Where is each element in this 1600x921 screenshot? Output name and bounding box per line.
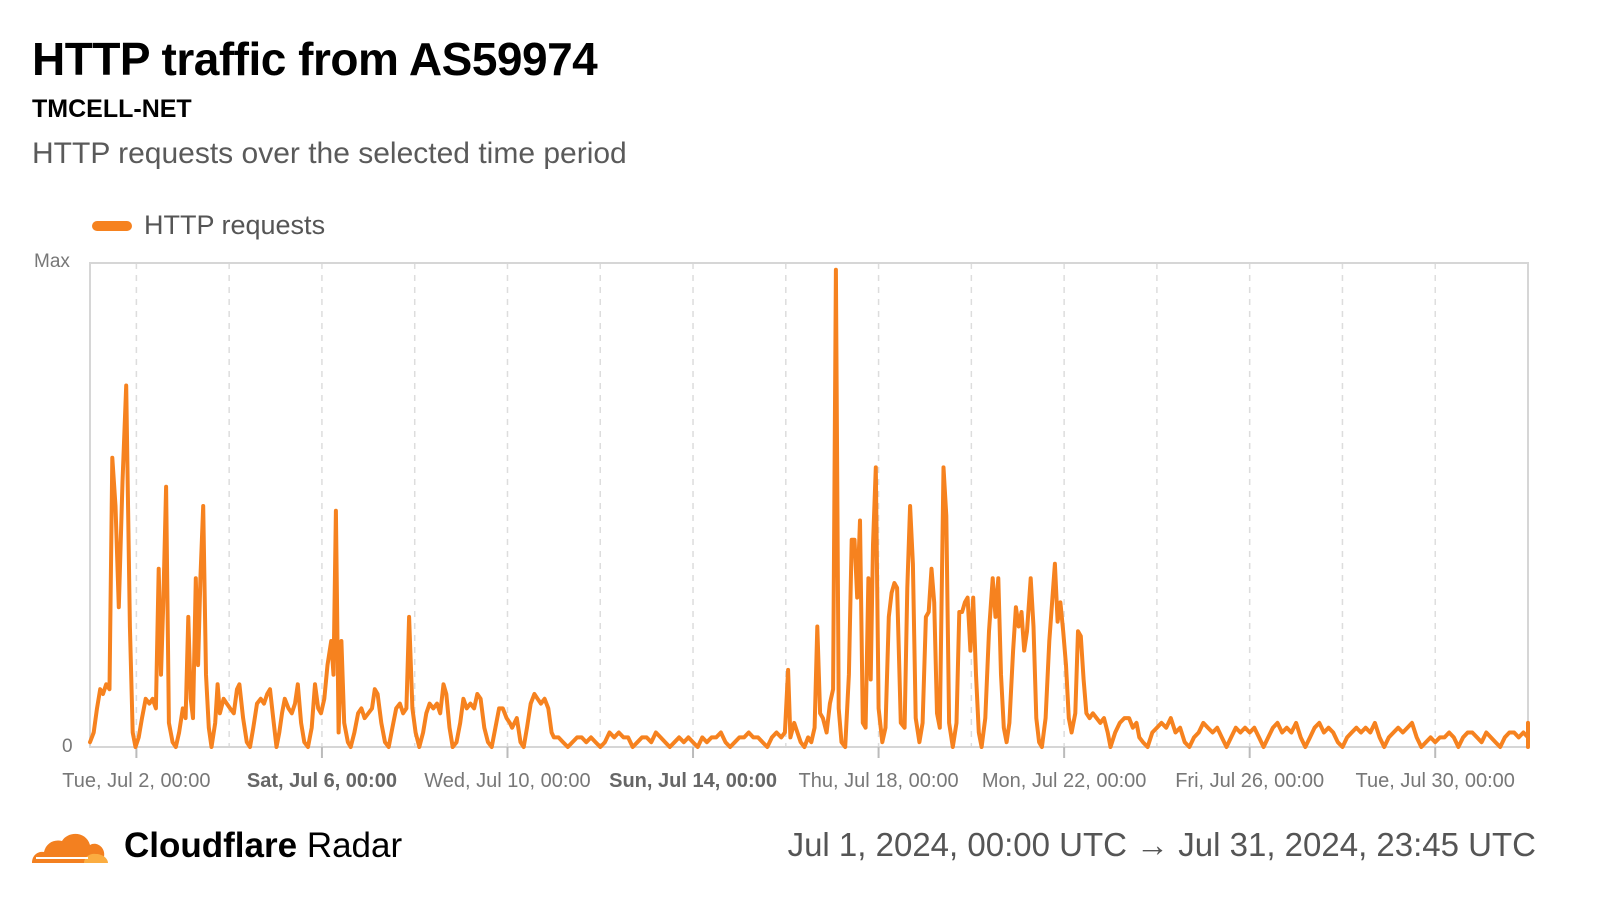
legend-label: HTTP requests [144,210,326,240]
x-axis-tick-label: Tue, Jul 30, 00:00 [1355,770,1515,792]
y-axis-zero-label: 0 [62,736,73,757]
http-requests-line[interactable] [88,267,1530,749]
page-title: HTTP traffic from AS59974 [32,33,598,85]
x-axis-tick-label: Fri, Jul 26, 00:00 [1175,770,1325,792]
x-axis-ticks [135,747,1437,758]
y-axis-max-label: Max [34,251,70,272]
date-range: Jul 1, 2024, 00:00 UTC → Jul 31, 2024, 2… [787,826,1536,863]
cloudflare-radar-logo: Cloudflare Radar [30,826,402,866]
x-axis-tick-label: Sat, Jul 6, 00:00 [246,770,397,792]
x-axis-tick-label: Sun, Jul 14, 00:00 [609,770,777,792]
x-axis-tick-label: Thu, Jul 18, 00:00 [798,770,959,792]
cloudflare-cloud-icon [32,833,108,863]
plot-frame [89,262,1529,748]
chart-description: HTTP requests over the selected time per… [32,137,627,170]
network-name: TMCELL-NET [32,95,192,123]
legend-swatch-icon [92,220,132,231]
x-axis-tick-label: Wed, Jul 10, 00:00 [424,770,591,792]
brand-name-bold: Cloudflare [124,826,298,865]
vertical-gridlines [135,263,1436,747]
chart-legend[interactable]: HTTP requests [92,210,325,241]
x-axis-tick-label: Tue, Jul 2, 00:00 [62,770,211,792]
x-axis-tick-label: Mon, Jul 22, 00:00 [981,770,1147,792]
brand-name-light: Radar [306,826,403,865]
